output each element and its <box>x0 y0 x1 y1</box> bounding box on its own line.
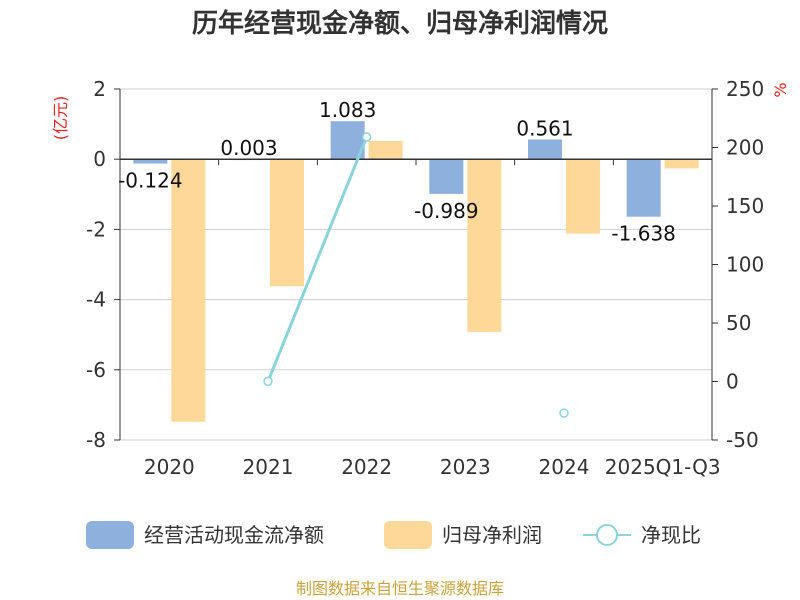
bar-net-profit <box>566 159 600 234</box>
x-tick-label: 2025Q1-Q3 <box>605 455 721 479</box>
right-axis-unit: % <box>771 82 790 97</box>
right-tick-label: 150 <box>726 194 764 218</box>
x-tick-label: 2024 <box>539 455 590 479</box>
legend-marker-net-cash-ratio <box>596 524 618 546</box>
bar-operating-cashflow <box>133 159 168 164</box>
legend-swatch-operating-cashflow <box>86 521 134 549</box>
left-tick-label: -6 <box>86 358 106 382</box>
left-axis-unit: (亿元) <box>51 96 70 141</box>
legend-label-net-profit: 归母净利润 <box>442 523 542 547</box>
right-tick-label: -50 <box>726 428 759 452</box>
right-tick-label: 100 <box>726 253 764 277</box>
right-tick-label: 0 <box>726 370 739 394</box>
data-label-cashflow: 1.083 <box>319 98 376 122</box>
right-tick-label: 250 <box>726 77 764 101</box>
bar-net-profit <box>467 159 502 332</box>
x-tick-label: 2021 <box>243 455 294 479</box>
bar-net-profit <box>171 159 206 422</box>
data-source-note: 制图数据来自恒生聚源数据库 <box>296 579 504 598</box>
left-tick-label: 0 <box>93 147 106 171</box>
bar-operating-cashflow <box>528 139 562 160</box>
bar-net-profit <box>270 159 304 287</box>
right-tick-label: 50 <box>726 311 751 335</box>
left-tick-label: -2 <box>86 217 106 241</box>
x-tick-label: 2023 <box>440 455 491 479</box>
bar-operating-cashflow <box>429 159 464 194</box>
data-label-cashflow: 0.561 <box>516 117 573 141</box>
bar-operating-cashflow <box>626 159 661 217</box>
data-label-cashflow: -0.124 <box>118 169 182 193</box>
x-tick-label: 2020 <box>144 455 195 479</box>
left-tick-label: 2 <box>93 77 106 101</box>
x-tick-label: 2022 <box>341 455 392 479</box>
left-tick-label: -4 <box>86 288 106 312</box>
data-label-cashflow: -0.989 <box>414 199 478 223</box>
bar-net-profit <box>368 140 403 160</box>
data-label-cashflow: 0.003 <box>220 136 277 160</box>
legend-label-net-cash-ratio: 净现比 <box>641 523 701 547</box>
point-net-cash-ratio <box>361 132 372 142</box>
legend-label-operating-cashflow: 经营活动现金流净额 <box>144 523 324 547</box>
chart-title: 历年经营现金净额、归母净利润情况 <box>192 8 608 39</box>
right-tick-label: 200 <box>726 136 764 160</box>
point-net-cash-ratio <box>263 376 273 387</box>
line-net-cash-ratio <box>266 136 369 382</box>
legend-swatch-net-profit <box>384 521 432 549</box>
left-tick-label: -8 <box>86 428 106 452</box>
bar-net-profit <box>664 159 699 169</box>
data-label-cashflow: -1.638 <box>611 222 675 246</box>
point-net-cash-ratio <box>559 408 569 418</box>
